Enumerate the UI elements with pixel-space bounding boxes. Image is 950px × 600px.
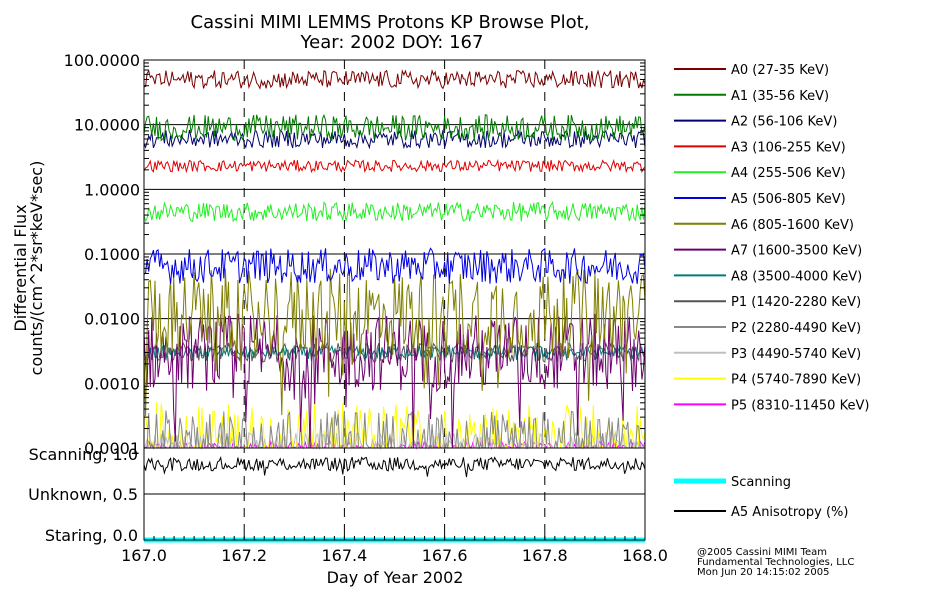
tick-layer: 100.0000 10.0000 1.0000 0.1000 0.0100 0.0010 0… <box>28 51 668 565</box>
y-tick-label: 0.0100 <box>84 310 140 329</box>
series-line-a3 <box>143 158 646 174</box>
legend-label-a4: A4 (255-506 KeV) <box>731 166 846 181</box>
y-tick-label: 0.0001 <box>84 439 140 458</box>
x-tick-label: 168.0 <box>622 546 668 565</box>
panel2-y-tick-label: Unknown, 0.5 <box>28 485 138 504</box>
credit-line-2: Fundamental Technologies, LLC <box>697 557 854 568</box>
x-tick-label: 167.4 <box>321 546 367 565</box>
legend-label-a0: A0 (27-35 KeV) <box>731 63 829 78</box>
y-tick-label: 10.0000 <box>74 116 140 135</box>
series-line-a4 <box>143 200 646 223</box>
legend-label-p1: P1 (1420-2280 KeV) <box>731 295 861 310</box>
credit-line-1: @2005 Cassini MIMI Team <box>697 547 827 558</box>
legend-label-a2: A2 (56-106 KeV) <box>731 115 837 130</box>
legend-label-p3: P3 (4490-5740 KeV) <box>731 347 861 362</box>
legend-label-a7: A7 (1600-3500 KeV) <box>731 244 862 259</box>
legend-label-a5: A5 (506-805 KeV) <box>731 192 846 207</box>
series-line-a1 <box>143 113 646 142</box>
legend-label-a1: A1 (35-56 KeV) <box>731 89 829 104</box>
series-line-a5 <box>143 247 646 284</box>
chart-title-line1: Cassini MIMI LEMMS Protons KP Browse Plo… <box>191 12 590 33</box>
series-line-p4 <box>143 401 646 450</box>
legend-label-p5: P5 (8310-11450 KeV) <box>731 398 869 413</box>
legend-label-anisotropy: A5 Anisotropy (%) <box>731 505 848 520</box>
y-axis-label-line2: counts/(cm^2*sr*keV*sec) <box>27 161 46 376</box>
series-line-a2 <box>143 128 646 150</box>
y-tick-label: 1.0000 <box>84 180 140 199</box>
legend-layer: A0 (27-35 KeV) A1 (35-56 KeV) A2 (56-106 K… <box>674 63 869 520</box>
y-axis-label-line1: Differential Flux <box>11 204 30 331</box>
legend-label-p2: P2 (2280-4490 KeV) <box>731 321 861 336</box>
series-line-a0 <box>143 69 646 90</box>
x-tick-label: 167.6 <box>422 546 468 565</box>
panel2-y-tick-label: Scanning, 1.0 <box>29 445 138 464</box>
x-tick-label: 167.2 <box>221 546 267 565</box>
series-line-a7 <box>143 313 646 449</box>
legend-label-scanning: Scanning <box>731 475 791 490</box>
panel2-y-tick-label: Staring, 0.0 <box>45 526 138 545</box>
legend-label-a3: A3 (106-255 KeV) <box>731 140 846 155</box>
legend-label-a8: A8 (3500-4000 KeV) <box>731 269 862 284</box>
legend-label-a6: A6 (805-1600 KeV) <box>731 218 854 233</box>
series-line-a6 <box>143 268 646 416</box>
credit-line-3: Mon Jun 20 14:15:02 2005 <box>697 567 830 578</box>
y-tick-label: 100.0000 <box>64 51 140 70</box>
series-layer <box>143 69 646 543</box>
x-axis-label: Day of Year 2002 <box>327 568 464 587</box>
legend-label-p4: P4 (5740-7890 KeV) <box>731 373 861 388</box>
chart-title-line2: Year: 2002 DOY: 167 <box>300 32 484 53</box>
y-tick-label: 0.1000 <box>84 245 140 264</box>
series-line-anisotropy <box>143 456 646 478</box>
x-tick-label: 167.8 <box>522 546 568 565</box>
x-tick-label: 167.0 <box>121 546 167 565</box>
y-tick-label: 0.0010 <box>84 374 140 393</box>
